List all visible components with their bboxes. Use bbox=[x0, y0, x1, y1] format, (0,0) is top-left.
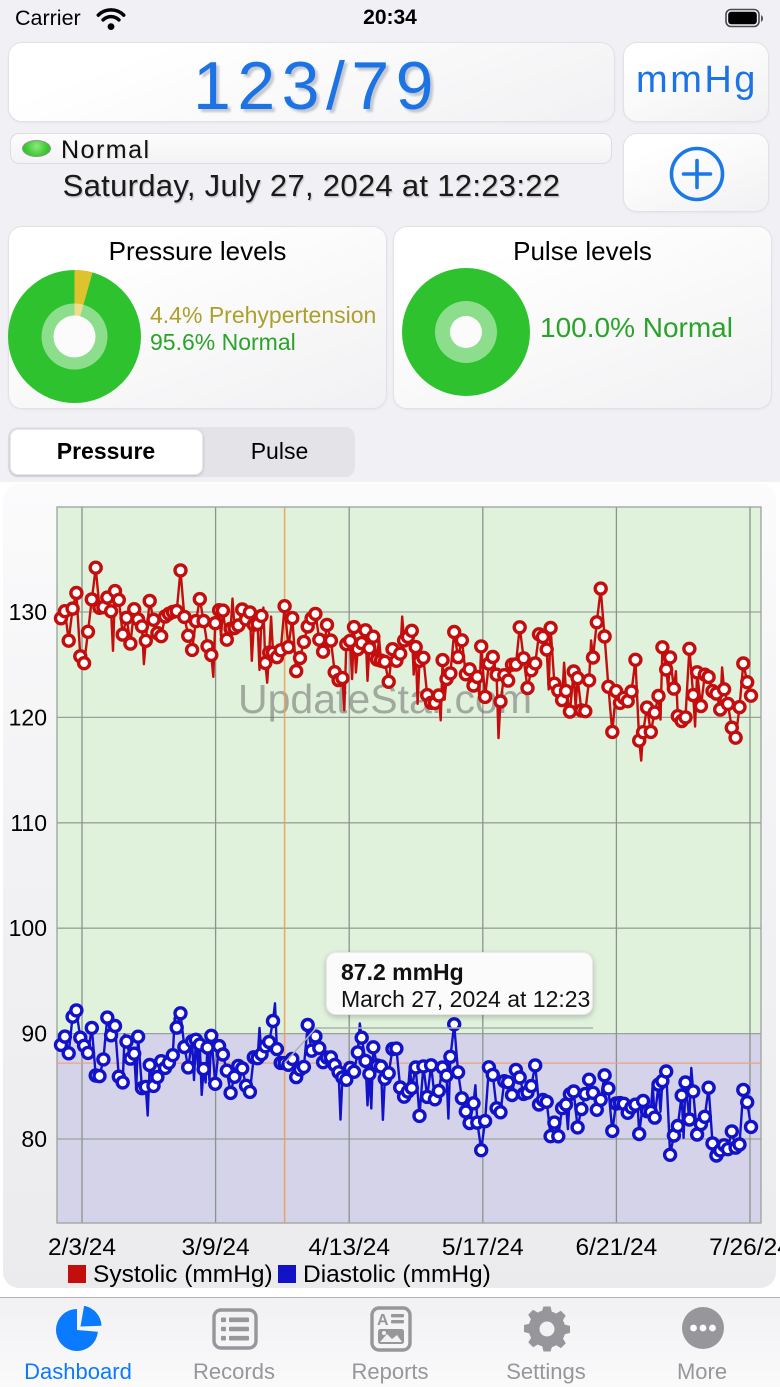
svg-text:7/26/24: 7/26/24 bbox=[709, 1234, 780, 1261]
svg-text:5/17/24: 5/17/24 bbox=[442, 1234, 524, 1261]
svg-text:A: A bbox=[377, 1312, 389, 1329]
svg-text:110: 110 bbox=[10, 810, 47, 836]
svg-text:4/13/24: 4/13/24 bbox=[308, 1234, 390, 1261]
svg-text:6/21/24: 6/21/24 bbox=[576, 1234, 658, 1261]
svg-text:90: 90 bbox=[21, 1021, 47, 1047]
svg-text:Diastolic (mmHg): Diastolic (mmHg) bbox=[303, 1261, 491, 1288]
svg-text:80: 80 bbox=[21, 1126, 47, 1152]
svg-text:130: 130 bbox=[9, 599, 47, 625]
svg-text:3/9/24: 3/9/24 bbox=[182, 1234, 250, 1261]
svg-text:Systolic (mmHg): Systolic (mmHg) bbox=[93, 1261, 273, 1288]
svg-text:100: 100 bbox=[9, 915, 47, 941]
svg-text:120: 120 bbox=[9, 704, 47, 730]
svg-text:2/3/24: 2/3/24 bbox=[48, 1234, 116, 1261]
